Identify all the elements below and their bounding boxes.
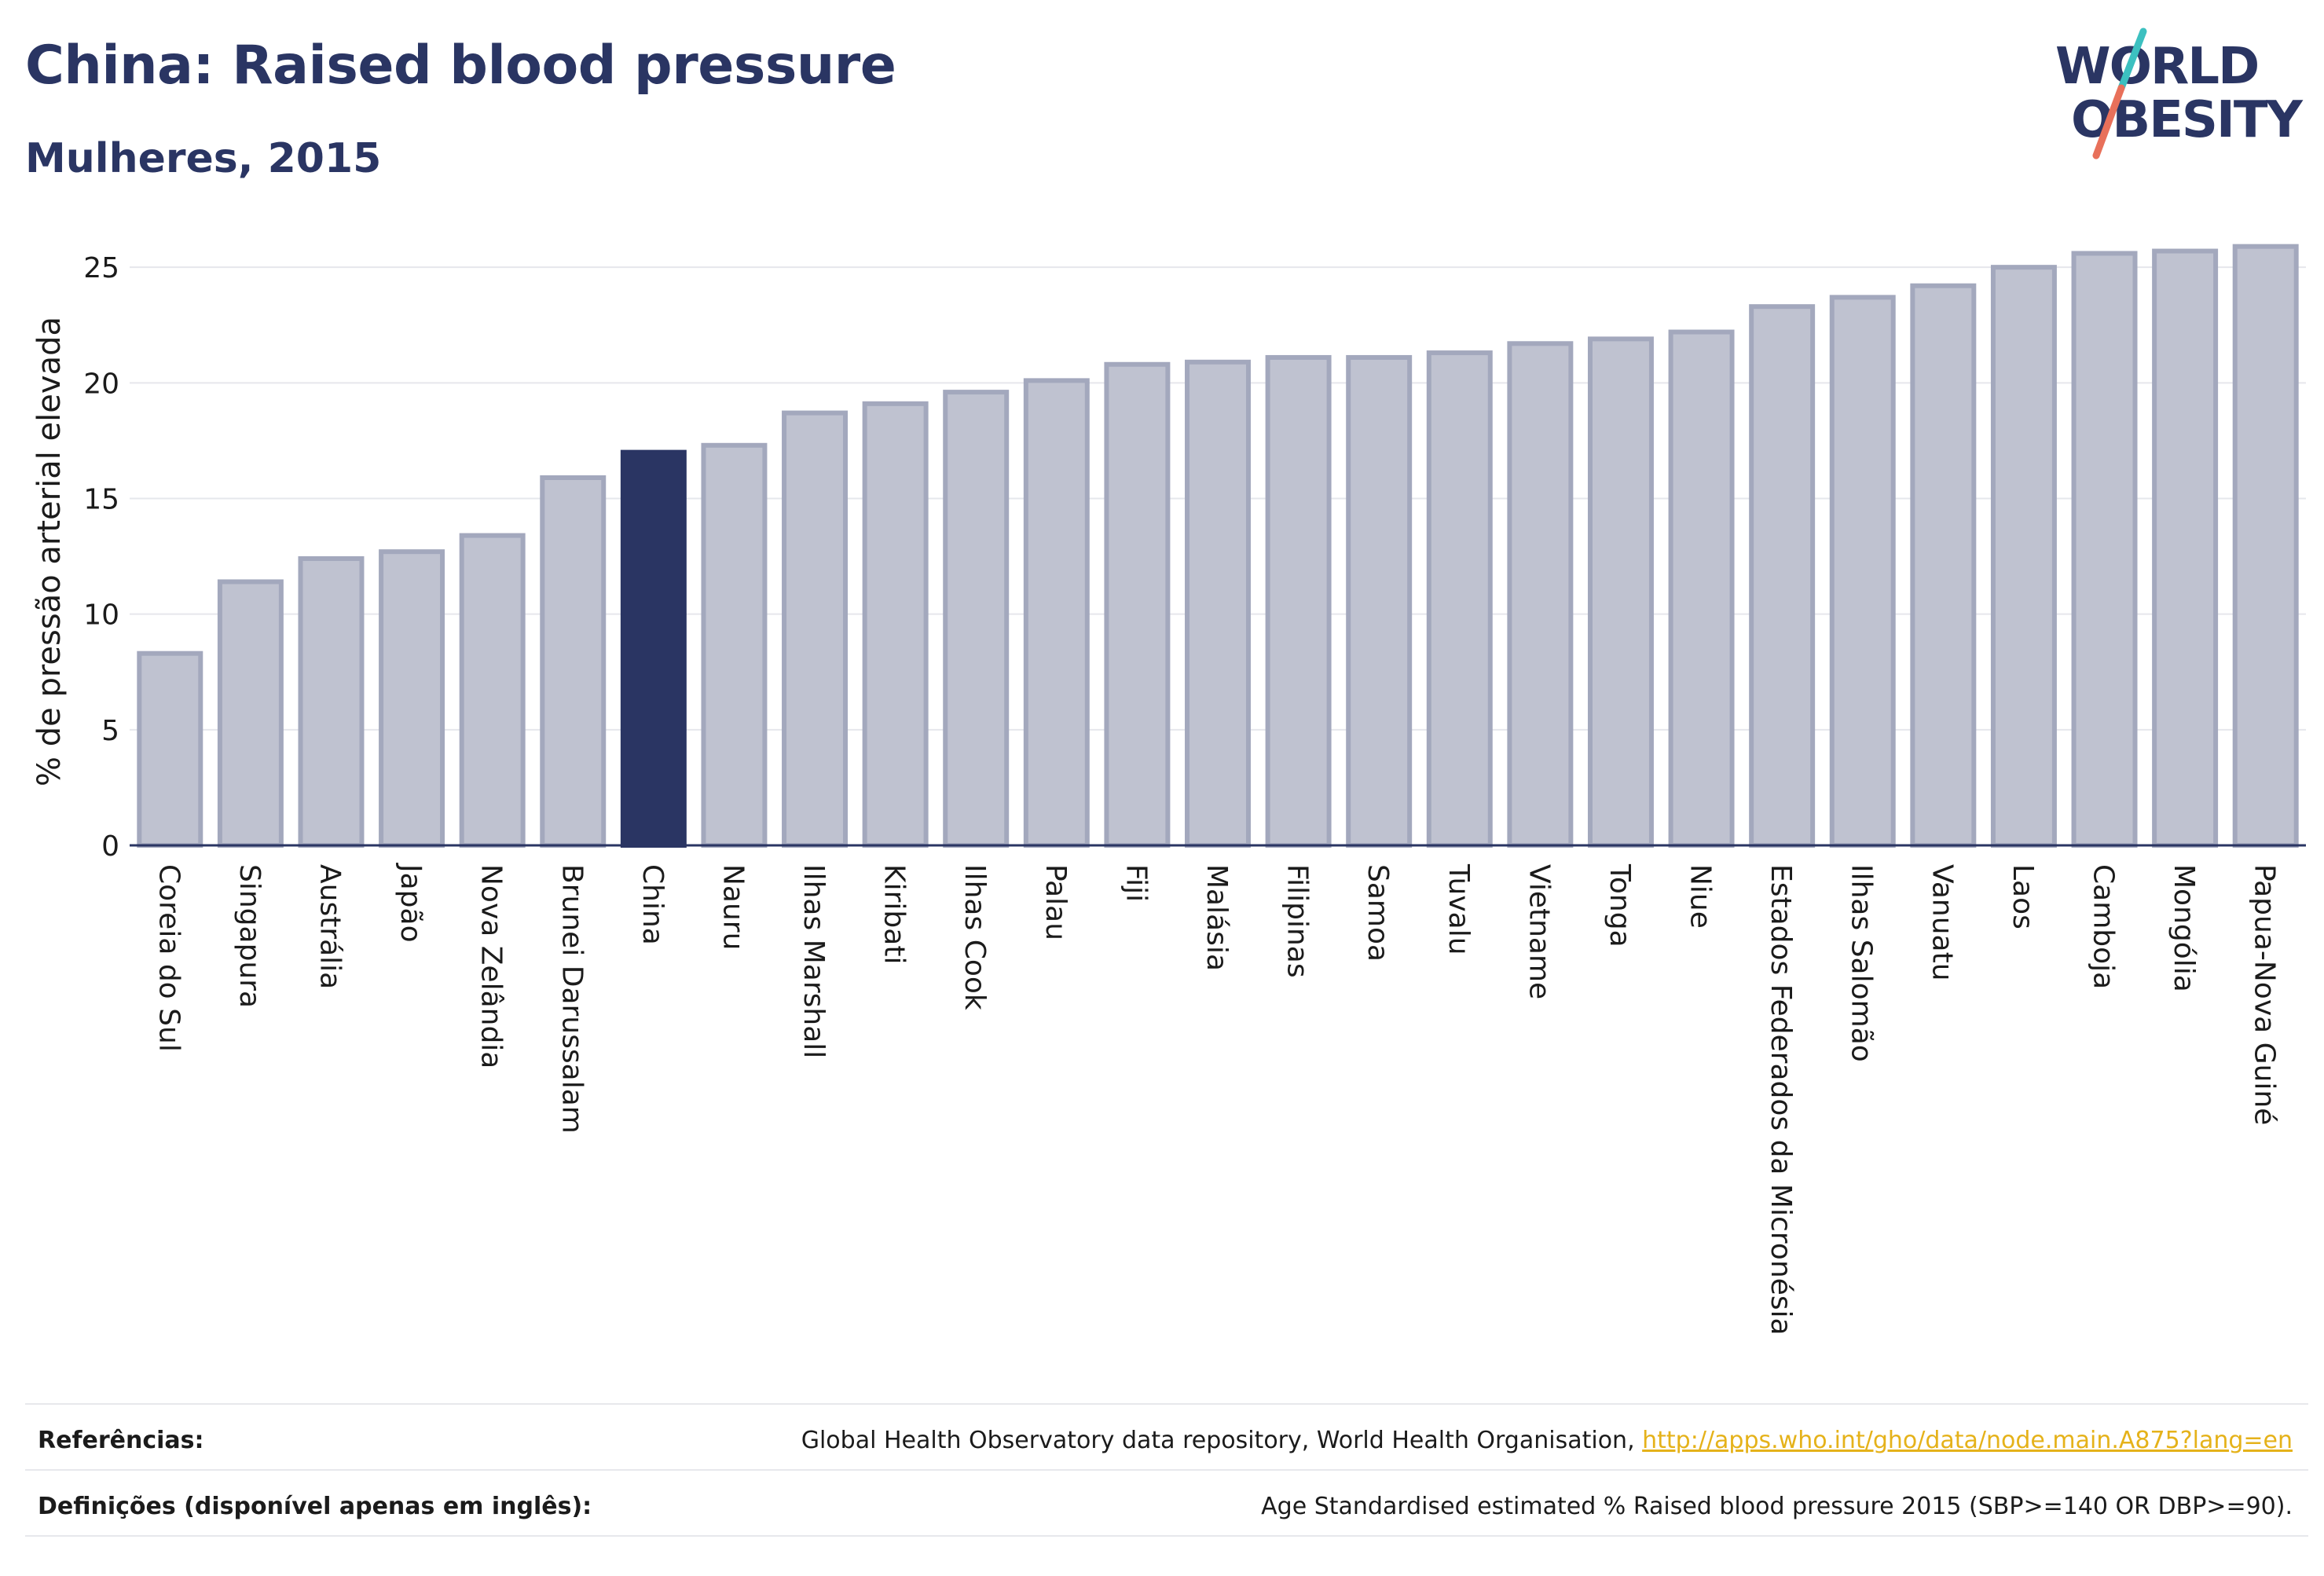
x-tick-label: Tuvalu [1442,863,1475,955]
bar [1910,283,1977,848]
x-tick-label: Camboja [2088,864,2120,989]
bar [217,579,284,848]
bar [1104,361,1171,848]
bar [1587,336,1654,848]
definitions-text: Age Standardised estimated % Raised bloo… [1261,1493,2293,1520]
bar [862,401,929,848]
x-tick-label: Palau [1039,864,1072,940]
x-axis-labels: Coreia do Sul Singapura Austrália Japão Nova… [152,863,2280,1336]
bar [137,651,203,848]
y-tick-label: 10 [83,599,119,632]
x-tick-label: Japão [394,863,427,943]
y-tick-label: 15 [83,483,119,515]
bar [1185,359,1251,848]
references-link[interactable]: http://apps.who.int/gho/data/node.main.A… [1642,1427,2293,1454]
x-tick-label: Ilhas Cook [959,864,991,1010]
bar [1749,304,1816,848]
y-tick-label: 25 [83,252,119,284]
references-label: Referências: [38,1427,204,1454]
bar [298,556,365,848]
x-tick-label: Fiji [1120,864,1152,902]
footer-divider-top [25,1403,2308,1405]
logo-slash-bottom [2092,84,2125,159]
x-tick-label: Papua-Nova Guiné [2249,864,2281,1125]
logo-line-1: WORLD [2055,38,2258,96]
footer-divider-middle [25,1469,2308,1471]
bar [540,475,607,848]
bar [379,549,445,848]
x-tick-label: Vietname [1523,864,1555,999]
bar [1668,329,1735,848]
bar [1265,354,1332,848]
x-tick-label: Tonga [1604,863,1636,947]
x-tick-label: Samoa [1362,864,1394,962]
x-tick-label: Brunei Darussalam [555,864,588,1134]
definitions-label: Definições (disponível apenas em inglês)… [38,1493,592,1520]
logo-slash-top [2117,27,2147,92]
bar [1829,295,1896,848]
x-tick-label: Nauru [717,864,749,950]
bar [2152,248,2219,848]
x-tick-label: Malásia [1200,864,1233,971]
chart-subtitle: Mulheres, 2015 [25,135,382,182]
x-tick-label: Ilhas Salomão [1846,864,1878,1062]
bar [1023,378,1090,848]
references-text: Global Health Observatory data repositor… [801,1427,1643,1454]
y-tick-label: 0 [101,830,119,863]
bar-highlight [620,449,687,848]
x-tick-label: Ilhas Marshall [797,864,830,1058]
references-value: Global Health Observatory data repositor… [801,1427,2293,1454]
bar [701,442,768,848]
x-tick-label: Austrália [313,864,346,989]
bar-chart: 0 5 10 15 20 25 Coreia do Sul Singapura Austrál… [31,244,2306,1336]
bar [2071,251,2138,848]
x-tick-label: Laos [2007,864,2039,929]
bar [1426,350,1493,848]
x-tick-label: Vanuatu [1926,864,1958,981]
x-tick-label: Nova Zelândia [475,864,508,1068]
bar [782,410,849,848]
y-tick-label: 5 [101,715,119,747]
x-tick-label: Filipinas [1281,864,1314,978]
footer-divider-bottom [25,1535,2308,1537]
x-tick-label: Singapura [233,864,266,1008]
x-tick-label: Mongólia [2168,864,2200,992]
bar [1990,265,2057,848]
bar [1507,341,1574,848]
x-tick-label: Niue [1684,864,1717,929]
y-axis-ticks: 0 5 10 15 20 25 [83,252,119,863]
bar [2232,244,2299,848]
x-tick-label: China [636,864,669,945]
x-tick-label: Estados Federados da Micronésia [1765,864,1797,1336]
chart-title: China: Raised blood pressure [25,35,896,97]
bars [137,244,2299,848]
bar [943,390,1010,848]
world-obesity-logo: WORLD OBESITY [2055,27,2304,159]
x-tick-label: Coreia do Sul [152,864,185,1052]
bar [1346,354,1413,848]
bar [459,533,526,848]
x-tick-label: Kiribati [878,864,911,964]
y-tick-label: 20 [83,368,119,400]
y-axis-label: % de pressão arterial elevada [31,317,68,786]
